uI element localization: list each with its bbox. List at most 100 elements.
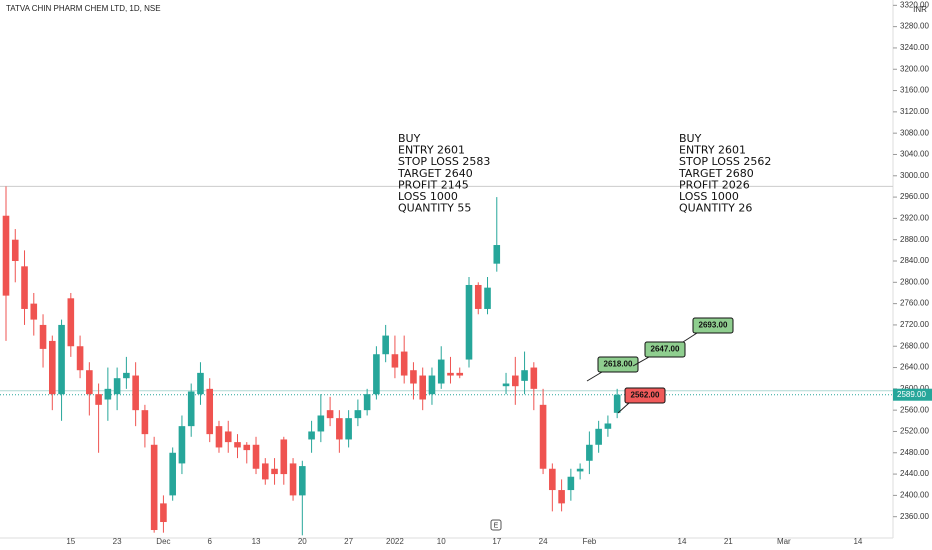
candle-body (280, 439, 288, 475)
candle-body (58, 324, 65, 395)
candle-body (224, 431, 232, 443)
candle-body (197, 372, 204, 395)
candle-body (576, 468, 584, 472)
candle-body (2, 215, 10, 296)
price-tag (893, 388, 932, 401)
annotation: QUANTITY 26 (679, 202, 752, 215)
candle-body (178, 426, 186, 464)
price-tag-label: 2589.00 (897, 390, 926, 399)
y-tick-label: 2880.00 (900, 235, 929, 244)
callout-label: 2647.00 (651, 345, 680, 354)
candle-body (123, 372, 130, 379)
x-tick-label: 2022 (386, 537, 404, 546)
candle-body (558, 490, 565, 504)
candle-body (141, 410, 149, 435)
annotation: ENTRY 2601 (679, 144, 746, 157)
currency: INR (913, 5, 927, 14)
candle-body (21, 266, 28, 309)
candle-body (437, 359, 445, 384)
candle-body (410, 370, 417, 384)
annotation: ENTRY 2601 (398, 144, 465, 157)
event-label: E (494, 522, 499, 529)
x-tick-label: 15 (66, 537, 75, 546)
candle-body (373, 354, 380, 395)
candle-body (132, 375, 139, 411)
y-tick-label: 2480.00 (900, 448, 929, 457)
x-tick-label: 27 (344, 537, 353, 546)
candle-body (345, 418, 352, 440)
y-tick-label: 3040.00 (900, 150, 929, 159)
candle-body (252, 444, 260, 469)
x-tick-label: 21 (724, 537, 733, 546)
y-tick-label: 3320.00 (900, 0, 929, 9)
y-tick-label: 2800.00 (900, 277, 929, 286)
candle-body (465, 284, 473, 360)
candle-body (39, 324, 47, 349)
x-tick-label: 14 (678, 537, 687, 546)
candle-body (299, 466, 306, 496)
y-tick-label: 2400.00 (900, 490, 929, 499)
y-tick-label: 2640.00 (900, 363, 929, 372)
annotation: QUANTITY 55 (398, 202, 471, 215)
callout-pointer (617, 402, 630, 414)
candle-body (317, 415, 325, 432)
candle-body (493, 245, 501, 264)
candle-body (428, 375, 436, 395)
candle-body (456, 372, 464, 376)
candle-body (354, 410, 362, 419)
candle-body (336, 418, 343, 440)
callout-box (692, 317, 734, 334)
y-tick-label: 2360.00 (900, 512, 929, 521)
candle-body (187, 391, 195, 427)
callout-pointer (682, 332, 698, 343)
candle-body (419, 375, 426, 400)
candle-body (113, 378, 121, 395)
y-tick-label: 3080.00 (900, 128, 929, 137)
candle-body (67, 298, 75, 347)
y-tick-label: 2720.00 (900, 320, 929, 329)
annotation: TARGET 2680 (678, 167, 754, 180)
annotation: LOSS 1000 (679, 190, 739, 203)
candle-body (539, 404, 547, 469)
callout-box (644, 341, 686, 358)
x-tick-label: 10 (437, 537, 446, 546)
x-tick-label: 23 (113, 537, 122, 546)
candle-body (382, 335, 389, 355)
annotation: STOP LOSS 2583 (398, 155, 490, 168)
candle-body (76, 346, 84, 371)
event-badge[interactable] (490, 519, 502, 531)
y-tick-label: 3240.00 (900, 43, 929, 52)
candle-body (150, 444, 158, 531)
candle-body (521, 370, 528, 381)
candle-body (474, 284, 482, 309)
candle-body (502, 383, 510, 387)
candle-body (567, 476, 575, 491)
x-tick-label: Dec (156, 537, 170, 546)
candle-body (595, 428, 602, 445)
callout-pointer (586, 371, 603, 382)
y-tick-label: 3120.00 (900, 107, 929, 116)
candle-body (586, 444, 593, 461)
candle-body (289, 463, 297, 496)
x-tick-label: Mar (777, 537, 791, 546)
y-tick-label: 2680.00 (900, 341, 929, 350)
x-tick-label: 6 (207, 537, 212, 546)
y-tick-label: 2600.00 (900, 384, 929, 393)
candle-body (11, 239, 19, 262)
candle-body (400, 351, 408, 376)
candle-body (95, 394, 102, 405)
candle-body (549, 468, 556, 491)
x-tick-label: 17 (492, 537, 501, 546)
chart-title: TATVA CHIN PHARM CHEM LTD, 1D, NSE (6, 4, 161, 13)
x-tick-label: 13 (252, 537, 261, 546)
y-tick-label: 3280.00 (900, 22, 929, 31)
candle-body (326, 410, 334, 419)
candle-body (86, 370, 93, 395)
y-tick-label: 2760.00 (900, 299, 929, 308)
candle-body (104, 388, 112, 400)
candle-body (530, 367, 538, 389)
candle-body (215, 426, 223, 448)
candle-body (512, 375, 519, 387)
x-tick-label: 14 (853, 537, 862, 546)
